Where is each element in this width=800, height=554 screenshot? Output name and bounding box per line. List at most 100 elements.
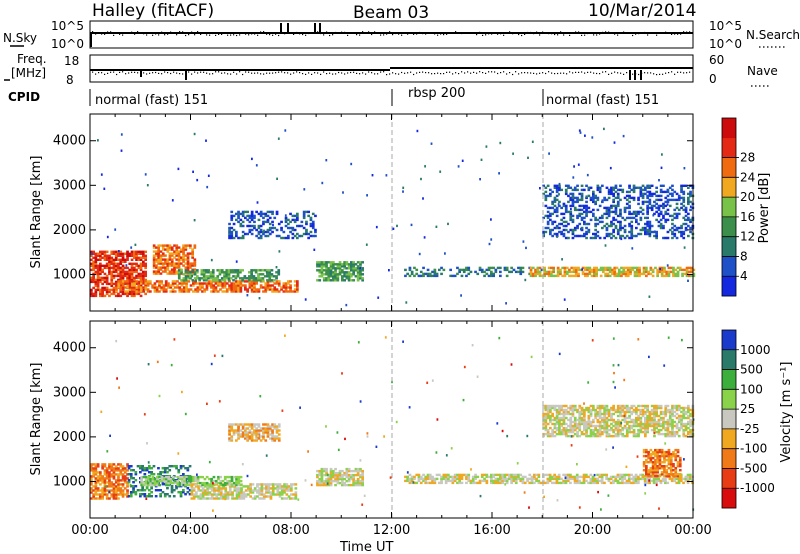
range-cell — [538, 266, 542, 270]
range-cell — [354, 479, 358, 483]
range-cell — [314, 234, 317, 238]
range-cell — [637, 202, 640, 206]
nave-dot — [689, 71, 691, 73]
range-cell — [105, 493, 109, 496]
range-cell — [174, 481, 177, 485]
range-cell — [130, 258, 134, 261]
range-cell — [182, 491, 185, 494]
range-cell — [273, 286, 277, 289]
nsearch-dot — [581, 34, 583, 36]
range-cell — [558, 184, 561, 187]
range-cell — [166, 493, 169, 496]
range-cell — [332, 273, 335, 276]
range-cell — [338, 471, 342, 475]
range-cell — [657, 214, 661, 218]
range-cell — [633, 272, 637, 276]
range-cell — [662, 204, 665, 208]
date-title: 10/Mar/2014 — [588, 1, 696, 21]
range-cell — [627, 479, 631, 483]
range-cell — [103, 465, 107, 468]
range-cell — [163, 469, 167, 472]
range-cell — [289, 280, 292, 283]
freq-panel: Freq. [MHz] 18 8 60 0 Nave — [4, 52, 778, 87]
range-cell — [196, 269, 199, 272]
range-cell — [166, 248, 170, 251]
nave-dot — [125, 73, 127, 75]
range-cell — [94, 489, 98, 492]
range-cell — [624, 272, 628, 276]
range-cell — [327, 275, 331, 278]
range-cell — [628, 196, 631, 200]
range-cell — [289, 230, 292, 234]
range-cell — [341, 469, 344, 473]
range-cell — [99, 268, 102, 272]
range-cell — [230, 437, 234, 440]
range-cell — [490, 266, 493, 270]
range-cell — [573, 432, 577, 436]
range-cell — [248, 224, 252, 228]
range-cell — [188, 465, 192, 468]
range-cell — [549, 418, 552, 422]
range-cell — [418, 252, 421, 256]
range-cell — [657, 212, 661, 216]
nsearch-dot — [647, 34, 649, 36]
range-cell — [237, 216, 240, 220]
range-cell — [197, 487, 200, 490]
range-cell — [424, 479, 428, 483]
range-cell — [555, 224, 559, 228]
range-cell — [352, 261, 355, 264]
nave-dot — [107, 72, 109, 74]
range-cell — [262, 429, 265, 432]
range-cell — [458, 473, 461, 477]
range-cell — [341, 279, 344, 282]
range-cell — [580, 475, 584, 479]
range-cell — [139, 276, 143, 280]
range-cell — [551, 404, 554, 408]
range-cell — [201, 481, 204, 485]
range-cell — [478, 481, 482, 485]
range-cell — [108, 477, 111, 480]
range-cell — [576, 434, 579, 438]
range-cell — [510, 475, 513, 479]
range-cell — [327, 279, 331, 282]
range-cell — [114, 264, 118, 267]
range-cell — [571, 196, 575, 200]
range-cell — [478, 479, 482, 483]
range-cell — [419, 274, 423, 278]
range-cell — [558, 230, 561, 234]
range-cell — [642, 268, 646, 272]
range-cell — [217, 497, 221, 500]
range-cell — [94, 282, 98, 286]
range-cell — [221, 284, 225, 287]
range-cell — [677, 196, 681, 200]
nave-dot — [179, 73, 181, 75]
range-cell — [238, 497, 241, 500]
range-cell — [438, 268, 441, 272]
range-cell — [133, 290, 136, 294]
range-cell — [167, 483, 171, 487]
range-cell — [347, 473, 351, 477]
range-cell — [332, 475, 335, 479]
range-cell — [266, 435, 270, 438]
range-cell — [667, 274, 671, 278]
range-cell — [347, 469, 351, 473]
range-cell — [546, 416, 550, 420]
range-cell — [311, 234, 315, 238]
range-cell — [215, 495, 219, 498]
nsearch-dot — [671, 33, 673, 35]
range-cell — [564, 428, 568, 432]
range-cell — [635, 214, 638, 218]
nave-dot — [131, 71, 133, 73]
range-cell — [258, 491, 261, 494]
range-cell — [293, 214, 297, 218]
range-cell — [108, 268, 111, 272]
range-cell — [604, 274, 607, 278]
range-cell — [166, 467, 169, 470]
range-cell — [652, 477, 656, 481]
nsearch-dot — [536, 31, 538, 33]
range-cell — [659, 479, 663, 483]
range-cell — [631, 268, 635, 272]
nsearch-dot — [308, 32, 310, 35]
range-cell — [181, 479, 184, 483]
